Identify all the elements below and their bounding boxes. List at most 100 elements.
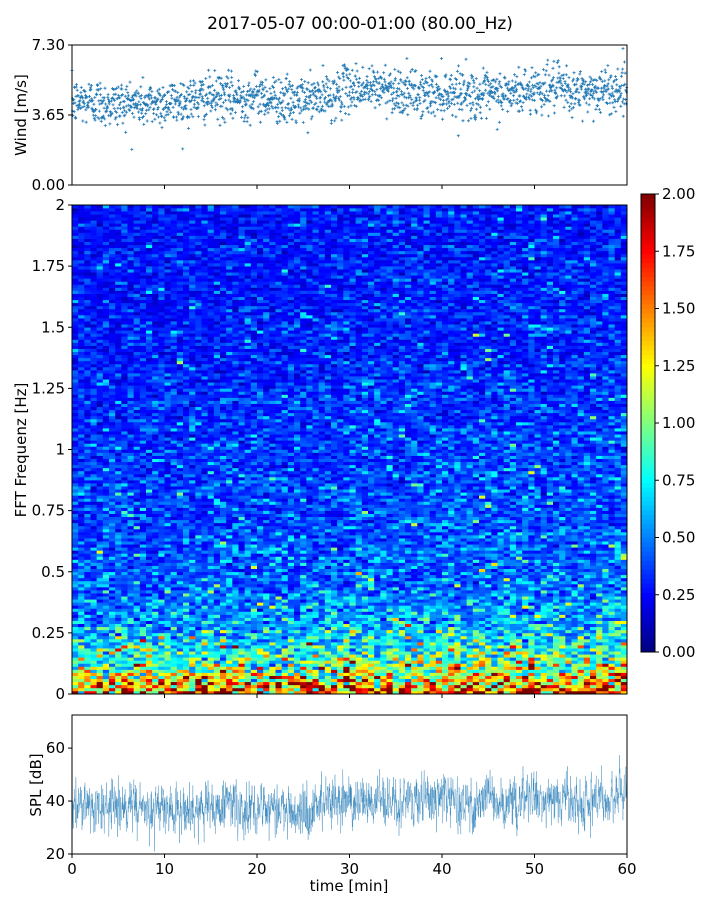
spectrogram-cell <box>195 293 202 297</box>
spectrogram-cell <box>109 608 116 612</box>
spectrogram-cell <box>158 669 165 673</box>
spectrogram-cell <box>90 629 97 634</box>
spectrogram-cell <box>158 525 165 530</box>
spectrogram-cell <box>72 516 79 521</box>
spectrogram-cell <box>244 333 252 337</box>
spectrogram-cell <box>226 620 233 625</box>
spectrogram-cell <box>158 382 165 386</box>
spectrogram-cell <box>121 418 128 423</box>
spectrogram-cell <box>121 244 128 249</box>
spectrogram-cell <box>115 351 122 356</box>
spectrogram-cell <box>84 470 91 475</box>
spectrogram-cell <box>257 629 264 634</box>
spectrogram-cell <box>158 455 165 459</box>
spectrogram-cell <box>102 687 110 692</box>
spectrogram-cell <box>164 281 171 285</box>
spectrogram-cell <box>220 483 227 487</box>
spectrogram-cell <box>127 333 134 337</box>
spectrogram-cell <box>232 495 239 499</box>
spectrogram-cell <box>152 544 159 548</box>
spectrogram-cell <box>257 528 264 533</box>
spectrogram-cell <box>183 489 190 493</box>
spectrogram-cell <box>189 690 196 695</box>
spectrogram-cell <box>257 321 264 325</box>
spectrogram-cell <box>72 232 79 236</box>
spectrogram-cell <box>115 431 122 435</box>
spectrogram-cell <box>176 568 184 573</box>
spectrogram-cell <box>250 611 258 615</box>
spectrogram-cell <box>226 590 233 594</box>
spectrogram-cell <box>238 241 245 246</box>
spectrogram-cell <box>232 547 239 551</box>
spectrogram-cell <box>207 336 215 340</box>
spectrogram-cell <box>183 428 190 432</box>
spectrogram-cell <box>146 519 153 524</box>
spectrogram-cell <box>170 446 178 450</box>
spectrogram-cell <box>152 645 159 649</box>
spectrogram-cell <box>183 308 190 313</box>
spectrogram-cell <box>176 376 184 380</box>
spectrogram-cell <box>189 205 196 209</box>
spectrogram-cell <box>102 260 110 264</box>
spectrogram-cell <box>244 638 252 643</box>
spectrogram-cell <box>115 492 122 496</box>
spectrogram-cell <box>220 583 227 588</box>
spectrogram-cell <box>176 244 184 249</box>
spectrogram-cell <box>96 321 104 325</box>
spectrogram-cell <box>183 617 190 621</box>
spectrogram-cell <box>72 327 79 331</box>
spectrogram-cell <box>207 324 215 328</box>
spectrogram-cell <box>78 373 85 377</box>
spectrogram-cell <box>164 516 171 521</box>
spectrogram-cell <box>102 370 110 374</box>
spectrogram-cell <box>109 571 116 576</box>
spectrogram-cell <box>146 648 153 652</box>
spectrogram-cell <box>121 357 128 362</box>
spectrogram-cell <box>176 528 184 533</box>
spectrogram-cell <box>96 580 104 585</box>
spectrogram-cell <box>201 339 208 343</box>
spectrogram-cell <box>158 339 165 343</box>
spectrogram-cell <box>78 449 85 453</box>
spectrogram-cell <box>213 388 221 392</box>
spectrogram-cell <box>72 421 79 426</box>
spectrogram-cell <box>72 574 79 579</box>
spectrogram-cell <box>96 443 104 447</box>
spectrogram-cell <box>170 525 178 530</box>
spectrogram-cell <box>195 370 202 374</box>
spectrogram-cell <box>170 388 178 392</box>
spectrogram-cell <box>102 681 110 686</box>
spectrogram-cell <box>72 293 79 297</box>
spectrogram-cell <box>109 382 116 386</box>
spectrogram-cell <box>158 562 165 566</box>
spectrogram-cell <box>146 626 153 631</box>
spectrogram-cell <box>226 385 233 389</box>
spectrogram-cell <box>133 525 141 530</box>
spectrogram-cell <box>189 412 196 417</box>
spectrogram-cell <box>183 223 190 227</box>
spectrogram-cell <box>90 363 97 368</box>
spectrogram-cell <box>102 385 110 389</box>
spectrogram-cell <box>207 290 215 294</box>
spectrogram-cell <box>115 382 122 386</box>
spectrogram-cell <box>121 519 128 524</box>
spectrogram-cell <box>232 376 239 380</box>
spectrogram-cell <box>115 590 122 594</box>
spectrogram-cell <box>213 565 221 569</box>
spectrogram-cell <box>176 449 184 453</box>
spectrogram-cell <box>127 477 134 481</box>
spectrogram-cell <box>195 253 202 258</box>
spectrogram-cell <box>127 412 134 417</box>
spectrogram-cell <box>133 626 141 631</box>
spectrogram-cell <box>84 593 91 597</box>
spectrogram-cell <box>201 532 208 536</box>
spectrogram-cell <box>244 629 252 634</box>
spectrogram-cell <box>139 623 147 628</box>
spectrogram-cell <box>96 528 104 533</box>
spectrogram-cell <box>232 272 239 276</box>
spectrogram-cell <box>226 205 233 209</box>
spectrogram-cell <box>195 412 202 417</box>
spectrogram-cell <box>115 336 122 340</box>
spectrogram-cell <box>121 690 128 695</box>
spectrogram-cell <box>176 284 184 288</box>
